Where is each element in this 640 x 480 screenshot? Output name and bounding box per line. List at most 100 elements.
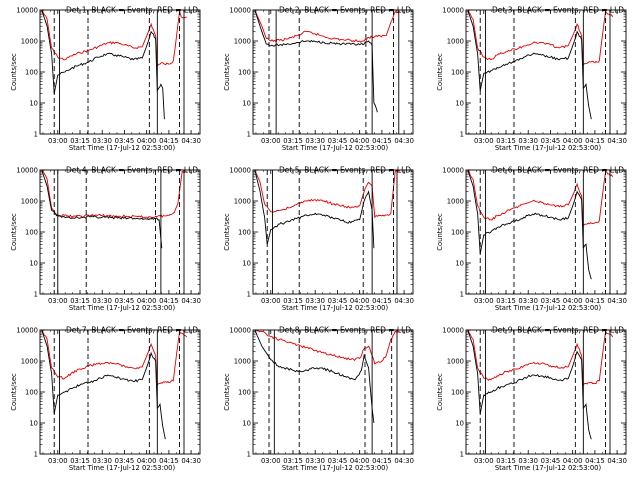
series-group: [254, 10, 401, 113]
y-tick-label: 1: [247, 130, 251, 138]
y-tick-label: 10000: [16, 6, 38, 14]
y-axis-title: Counts/sec: [10, 53, 18, 91]
x-axis-title: Start Time (17-Jul-12 02:53:00): [69, 304, 176, 312]
x-tick-label: 04:15: [585, 457, 605, 465]
series-group: [254, 170, 401, 249]
x-tick-label: 03:45: [328, 297, 348, 305]
series-group: [467, 170, 614, 280]
x-tick-label: 03:45: [541, 137, 561, 145]
x-tick-label: 04:30: [394, 457, 414, 465]
y-tick-label: 10: [29, 99, 38, 107]
time-markers: [479, 170, 611, 294]
x-tick-label: 03:00: [261, 457, 281, 465]
x-tick-label: 04:30: [394, 297, 414, 305]
y-tick-label: 100: [238, 68, 251, 76]
x-tick-label: 03:15: [496, 297, 516, 305]
x-tick-label: 03:15: [70, 137, 90, 145]
y-tick-label: 10000: [229, 166, 251, 174]
x-tick-label: 03:00: [48, 297, 68, 305]
y-tick-label: 10: [242, 259, 251, 267]
x-axis: 03:00 03:15 03:30 03:45 04:00 04:15 04:30: [42, 330, 201, 465]
x-tick-label: 04:15: [159, 457, 179, 465]
x-tick-label: 04:15: [585, 137, 605, 145]
series-line-events: [254, 10, 378, 113]
y-tick-label: 1: [460, 290, 464, 298]
x-axis-title: Start Time (17-Jul-12 02:53:00): [282, 464, 389, 472]
y-tick-label: 10000: [16, 326, 38, 334]
series-line-lld: [41, 10, 187, 67]
x-axis-title: Start Time (17-Jul-12 02:53:00): [495, 144, 602, 152]
time-markers: [266, 170, 398, 294]
panel-det-8: Det 8, BLACK = Events, RED = LLD11010010…: [223, 326, 414, 473]
time-markers: [53, 170, 185, 294]
y-tick-label: 10000: [16, 166, 38, 174]
series-line-events: [41, 170, 163, 249]
y-axis-title: Counts/sec: [436, 213, 444, 251]
x-tick-label: 04:30: [181, 137, 201, 145]
y-tick-label: 1000: [21, 37, 38, 45]
y-tick-label: 1: [247, 450, 251, 458]
x-tick-label: 04:15: [159, 297, 179, 305]
x-axis-title: Start Time (17-Jul-12 02:53:00): [69, 464, 176, 472]
x-tick-label: 04:00: [350, 297, 370, 305]
time-markers: [268, 330, 398, 454]
y-tick-label: 1: [247, 290, 251, 298]
x-tick-label: 04:15: [372, 297, 392, 305]
y-axis-title: Counts/sec: [10, 373, 18, 411]
x-tick-label: 04:00: [563, 297, 583, 305]
plot-frame: [252, 169, 414, 295]
x-tick-label: 03:30: [305, 297, 325, 305]
series-line-lld: [254, 330, 400, 365]
series-line-events: [467, 10, 592, 120]
time-markers: [53, 10, 185, 134]
panel-det-2: Det 2, BLACK = Events, RED = LLD11010010…: [223, 6, 414, 153]
x-tick-label: 03:30: [92, 457, 112, 465]
y-tick-label: 1000: [21, 357, 38, 365]
plot-frame: [465, 169, 627, 295]
x-tick-label: 04:00: [137, 457, 157, 465]
x-tick-label: 04:15: [585, 297, 605, 305]
y-tick-label: 100: [238, 228, 251, 236]
x-tick-label: 04:30: [181, 297, 201, 305]
x-tick-label: 03:15: [283, 297, 303, 305]
x-axis-title: Start Time (17-Jul-12 02:53:00): [495, 464, 602, 472]
plot-frame: [465, 329, 627, 455]
y-tick-label: 100: [451, 68, 464, 76]
series-line-lld: [254, 10, 401, 43]
x-tick-label: 03:45: [115, 457, 135, 465]
x-tick-label: 03:45: [541, 457, 561, 465]
x-tick-label: 04:00: [563, 137, 583, 145]
x-tick-label: 03:30: [305, 137, 325, 145]
x-axis-title: Start Time (17-Jul-12 02:53:00): [69, 144, 176, 152]
panel-det-7: Det 7, BLACK = Events, RED = LLD11010010…: [10, 326, 201, 473]
plot-frame: [39, 169, 201, 295]
x-axis: 03:00 03:15 03:30 03:45 04:00 04:15 04:30: [468, 170, 627, 305]
panel-det-6: Det 6, BLACK = Events, RED = LLD11010010…: [436, 166, 627, 313]
y-tick-label: 10: [29, 259, 38, 267]
x-tick-label: 04:00: [350, 457, 370, 465]
x-tick-label: 03:00: [261, 137, 281, 145]
x-tick-label: 03:45: [115, 137, 135, 145]
y-tick-label: 100: [238, 388, 251, 396]
y-tick-label: 1000: [447, 357, 464, 365]
x-axis-title: Start Time (17-Jul-12 02:53:00): [282, 144, 389, 152]
x-tick-label: 03:30: [518, 297, 538, 305]
x-tick-label: 03:30: [305, 457, 325, 465]
panel-det-5: Det 5, BLACK = Events, RED = LLD11010010…: [223, 166, 414, 313]
panel-det-9: Det 9, BLACK = Events, RED = LLD11010010…: [436, 326, 627, 473]
y-tick-label: 100: [25, 68, 38, 76]
y-tick-label: 1000: [234, 37, 251, 45]
series-group: [41, 170, 187, 249]
x-axis: 03:00 03:15 03:30 03:45 04:00 04:15 04:30: [468, 330, 627, 465]
y-tick-label: 1: [34, 290, 38, 298]
x-tick-label: 03:00: [261, 297, 281, 305]
x-tick-label: 04:30: [607, 297, 627, 305]
series-group: [467, 10, 614, 120]
y-tick-label: 1: [34, 130, 38, 138]
plot-frame: [39, 329, 201, 455]
panel-det-1: Det 1, BLACK = Events, RED = LLD11010010…: [10, 6, 201, 153]
y-tick-label: 100: [451, 388, 464, 396]
x-tick-label: 03:15: [283, 457, 303, 465]
x-axis-title: Start Time (17-Jul-12 02:53:00): [495, 304, 602, 312]
series-line-lld: [41, 170, 187, 220]
